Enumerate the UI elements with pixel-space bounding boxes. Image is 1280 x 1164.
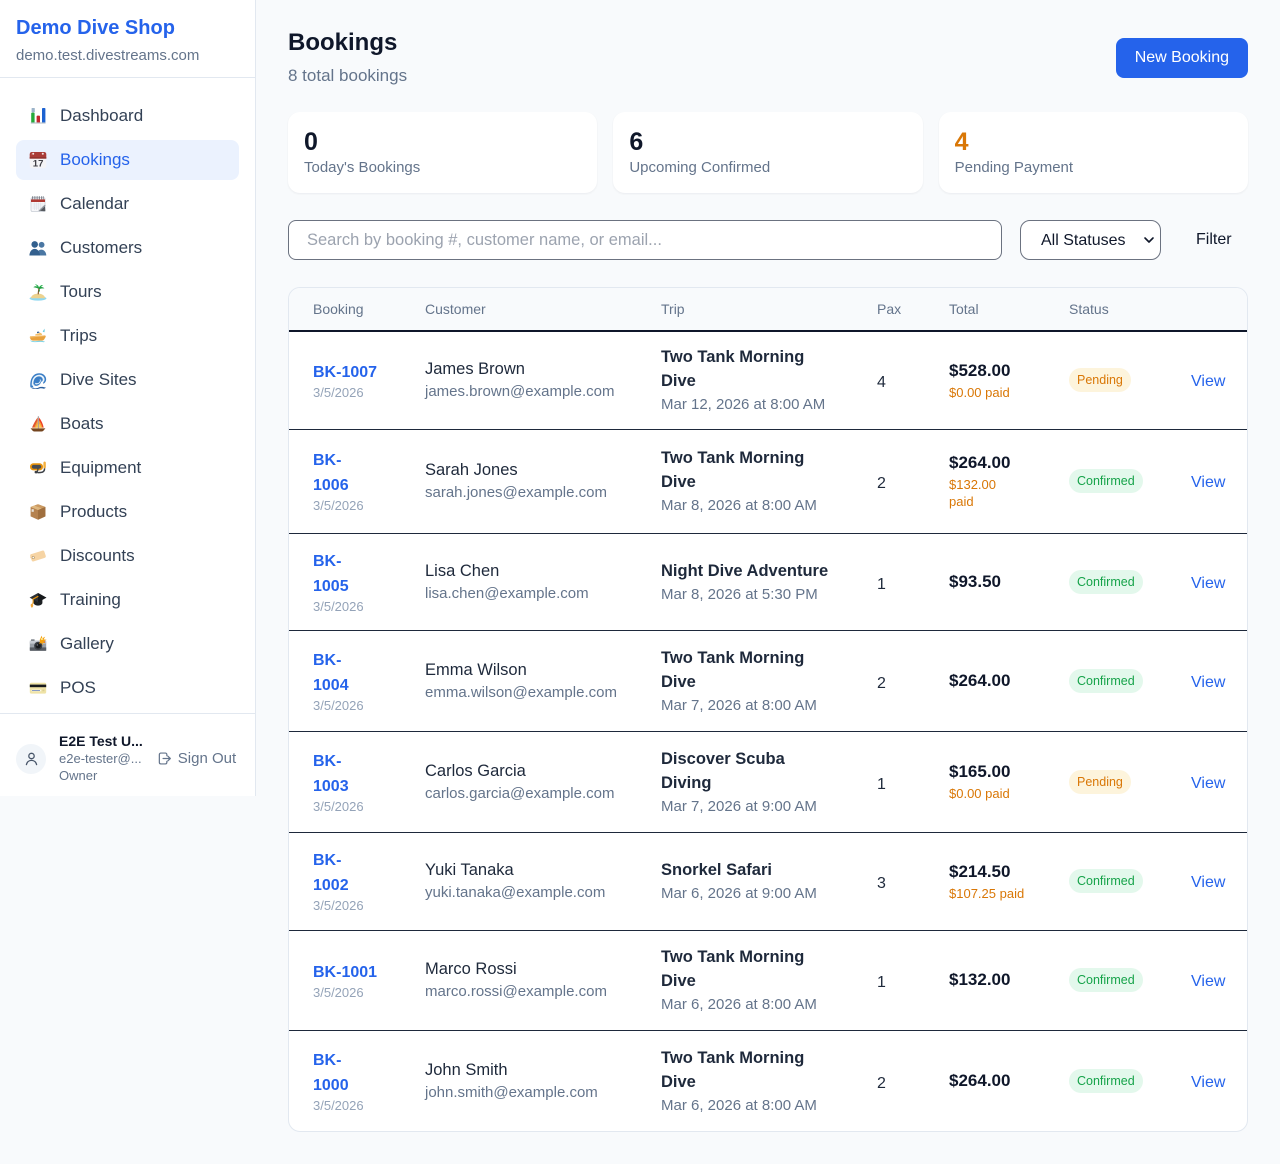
svg-text:17: 17	[33, 158, 44, 169]
